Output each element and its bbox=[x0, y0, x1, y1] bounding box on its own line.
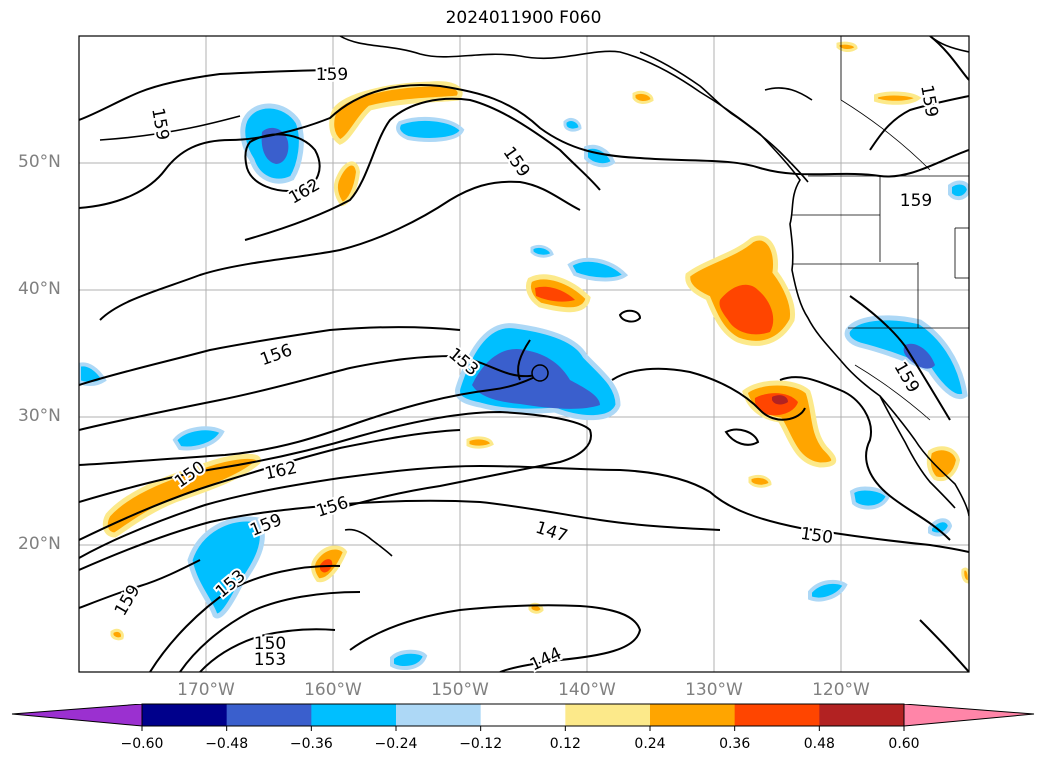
shade-pos-f bbox=[333, 161, 361, 207]
shade-pos-b-peak bbox=[772, 395, 788, 405]
shade-pos-j bbox=[466, 436, 494, 449]
shade-pos-i bbox=[874, 91, 922, 105]
low-center-marker bbox=[531, 364, 549, 382]
lat-label-50n: 50°N bbox=[18, 152, 61, 172]
contour-label: 159 bbox=[900, 191, 932, 211]
colorbar-tick-label: 0.24 bbox=[634, 736, 666, 752]
lon-label-160w: 160°W bbox=[304, 680, 362, 700]
shade-pos-k bbox=[632, 90, 654, 104]
colorbar-extend-low bbox=[12, 704, 142, 726]
shade-pos-a-core bbox=[719, 284, 774, 335]
colorbar-tick-label: 0.12 bbox=[549, 736, 581, 752]
colorbar-tick-label: −0.60 bbox=[120, 736, 164, 752]
colorbar-cell bbox=[311, 704, 397, 726]
lon-label-120w: 120°W bbox=[812, 680, 870, 700]
shade-pos-o bbox=[110, 628, 124, 641]
colorbar-tick-label: −0.24 bbox=[374, 736, 418, 752]
shade-pos-p bbox=[961, 567, 969, 584]
lon-label-170w: 170°W bbox=[177, 680, 235, 700]
gridlines bbox=[79, 36, 969, 672]
shade-pos-l bbox=[748, 474, 772, 488]
map-panel: 159 159 159 159 159 162 156 153 150 162 … bbox=[78, 35, 970, 677]
shade-pos-h bbox=[926, 446, 961, 481]
shade-neg-n bbox=[948, 180, 969, 201]
lon-label-130w: 130°W bbox=[685, 680, 743, 700]
colorbar-cell bbox=[565, 704, 651, 726]
shade-neg-m bbox=[928, 518, 953, 537]
shade-neg-j bbox=[390, 649, 428, 671]
colorbar-cell bbox=[650, 704, 736, 726]
shade-neg-p bbox=[563, 118, 582, 132]
colorbar-extend-high bbox=[904, 704, 1034, 726]
colorbar-cell bbox=[819, 704, 905, 726]
lon-label-140w: 140°W bbox=[558, 680, 616, 700]
colorbar-cell bbox=[734, 704, 820, 726]
colorbar bbox=[11, 703, 1035, 731]
colorbar-cell bbox=[480, 704, 566, 726]
shade-neg-i bbox=[808, 579, 848, 602]
colorbar-tick-label: −0.12 bbox=[459, 736, 503, 752]
shade-neg-e bbox=[844, 315, 968, 400]
map-title: 2024011900 F060 bbox=[445, 8, 602, 28]
lat-label-20n: 20°N bbox=[18, 534, 61, 554]
shade-neg-h bbox=[849, 486, 891, 510]
shade-neg-c bbox=[396, 117, 465, 142]
lat-label-30n: 30°N bbox=[18, 406, 61, 426]
lat-label-40n: 40°N bbox=[18, 279, 61, 299]
shade-neg-e-core bbox=[903, 343, 935, 369]
height-contours bbox=[79, 36, 969, 672]
shade-pos-b-core bbox=[754, 393, 798, 416]
colorbar-cell bbox=[142, 704, 228, 726]
colorbar-tick-label: −0.36 bbox=[289, 736, 333, 752]
colorbar-tick-label: 0.60 bbox=[888, 736, 920, 752]
shade-neg-g bbox=[172, 426, 225, 451]
colorbar-cell bbox=[396, 704, 482, 726]
shade-neg-o bbox=[530, 244, 554, 258]
colorbar-tick-label: 0.36 bbox=[719, 736, 751, 752]
shade-pos-c-core bbox=[535, 286, 575, 302]
colorbar-cell bbox=[226, 704, 312, 726]
contour-label: 153 bbox=[254, 650, 286, 670]
contour-label: 159 bbox=[316, 65, 348, 85]
map-frame bbox=[78, 35, 970, 673]
colorbar-tick-label: −0.48 bbox=[205, 736, 249, 752]
colorbar-tick-label: 0.48 bbox=[803, 736, 835, 752]
lon-label-150w: 150°W bbox=[431, 680, 489, 700]
shade-neg-f bbox=[567, 257, 629, 282]
contour-label: 150 bbox=[254, 634, 286, 654]
